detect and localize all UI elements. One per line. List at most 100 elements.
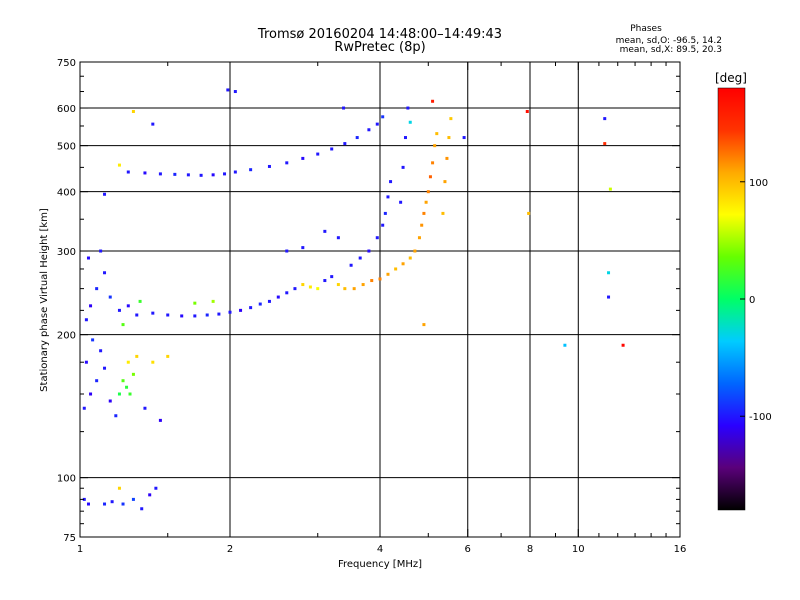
data-point bbox=[449, 117, 453, 121]
data-point bbox=[82, 406, 86, 410]
x-tick-label: 16 bbox=[674, 544, 687, 555]
colorbar-ticks: 100 0 -100 bbox=[740, 178, 772, 423]
data-point bbox=[82, 497, 86, 501]
data-point bbox=[131, 372, 135, 376]
grid bbox=[80, 62, 680, 537]
data-point bbox=[403, 136, 407, 140]
x-tick-label: 10 bbox=[572, 544, 585, 555]
data-point bbox=[343, 142, 347, 146]
data-point bbox=[86, 502, 90, 506]
chart-title: Tromsø 20160204 14:48:00–14:49:43 bbox=[257, 27, 502, 42]
data-point bbox=[323, 229, 327, 233]
data-point bbox=[108, 399, 112, 403]
y-tick-label: 400 bbox=[57, 188, 76, 199]
plot-area: 1 2 4 6 8 10 16 75 100 200 300 400 500 600 750 bbox=[57, 58, 686, 555]
data-point bbox=[386, 195, 390, 199]
colorbar: [deg] 100 0 -100 bbox=[715, 71, 772, 511]
data-point bbox=[462, 136, 466, 140]
data-point bbox=[135, 313, 139, 317]
data-point bbox=[193, 314, 197, 318]
data-point bbox=[95, 287, 99, 291]
data-point bbox=[301, 156, 305, 160]
data-point bbox=[249, 306, 253, 310]
data-point bbox=[258, 302, 262, 306]
data-point bbox=[166, 313, 170, 317]
data-point bbox=[426, 190, 430, 194]
data-point bbox=[381, 223, 385, 227]
phases-label: Phases bbox=[630, 24, 662, 34]
colorbar-tick-label: -100 bbox=[749, 412, 772, 423]
data-point bbox=[603, 117, 607, 121]
data-point bbox=[131, 497, 135, 501]
colorbar-unit-label: [deg] bbox=[715, 71, 747, 85]
data-point bbox=[435, 132, 439, 136]
data-point bbox=[151, 360, 155, 364]
data-point bbox=[525, 109, 529, 113]
data-point bbox=[125, 385, 129, 389]
data-point bbox=[406, 106, 410, 110]
data-point bbox=[355, 136, 359, 140]
data-point bbox=[401, 262, 405, 266]
data-point bbox=[441, 211, 445, 215]
y-tick-label: 100 bbox=[57, 474, 76, 485]
y-tick-label: 600 bbox=[57, 104, 76, 115]
data-point bbox=[267, 164, 271, 168]
data-point bbox=[267, 299, 271, 303]
x-tick-label: 6 bbox=[465, 544, 471, 555]
data-point bbox=[330, 275, 334, 279]
data-point bbox=[121, 502, 125, 506]
data-point bbox=[308, 285, 312, 289]
data-point bbox=[143, 406, 147, 410]
data-point bbox=[413, 249, 417, 253]
data-point bbox=[180, 314, 184, 318]
data-point bbox=[103, 366, 107, 370]
data-point bbox=[249, 168, 253, 172]
data-point bbox=[223, 172, 227, 176]
data-point bbox=[383, 211, 387, 215]
colorbar-tick-label: 0 bbox=[749, 295, 755, 306]
data-point bbox=[121, 379, 125, 383]
data-point bbox=[233, 170, 237, 174]
data-point bbox=[228, 310, 232, 314]
data-point bbox=[420, 223, 424, 227]
data-point bbox=[121, 323, 125, 327]
data-point bbox=[408, 120, 412, 124]
y-axis-label: Stationary phase Virtual Height [km] bbox=[39, 208, 50, 392]
y-axis: 75 100 200 300 400 500 600 750 bbox=[57, 58, 680, 544]
data-point bbox=[154, 486, 158, 490]
data-points bbox=[82, 88, 625, 511]
data-point bbox=[117, 486, 121, 490]
data-point bbox=[117, 392, 121, 396]
data-point bbox=[99, 249, 103, 253]
data-point bbox=[375, 122, 379, 126]
data-point bbox=[607, 295, 611, 299]
data-point bbox=[276, 295, 280, 299]
data-point bbox=[126, 170, 130, 174]
data-point bbox=[399, 200, 403, 204]
x-tick-label: 2 bbox=[227, 544, 233, 555]
data-point bbox=[336, 283, 340, 287]
data-point bbox=[166, 354, 170, 358]
data-point bbox=[285, 291, 289, 295]
data-point bbox=[386, 272, 390, 276]
data-point bbox=[99, 349, 103, 353]
y-tick-label: 750 bbox=[57, 58, 76, 69]
data-point bbox=[285, 161, 289, 165]
stats-o: mean, sd,O: -96.5, 14.2 bbox=[616, 36, 722, 46]
data-point bbox=[84, 318, 88, 322]
data-point bbox=[352, 287, 356, 291]
data-point bbox=[89, 392, 93, 396]
data-point bbox=[433, 144, 437, 148]
data-point bbox=[84, 360, 88, 364]
data-point bbox=[285, 249, 289, 253]
colorbar-tick-label: 100 bbox=[749, 178, 768, 189]
chart-subtitle: RwPretec (8p) bbox=[334, 40, 425, 55]
data-point bbox=[563, 343, 567, 347]
data-point bbox=[186, 173, 190, 177]
y-tick-label: 300 bbox=[57, 247, 76, 258]
data-point bbox=[217, 312, 221, 316]
data-point bbox=[316, 287, 320, 291]
data-point bbox=[108, 295, 112, 299]
data-point bbox=[367, 128, 371, 132]
